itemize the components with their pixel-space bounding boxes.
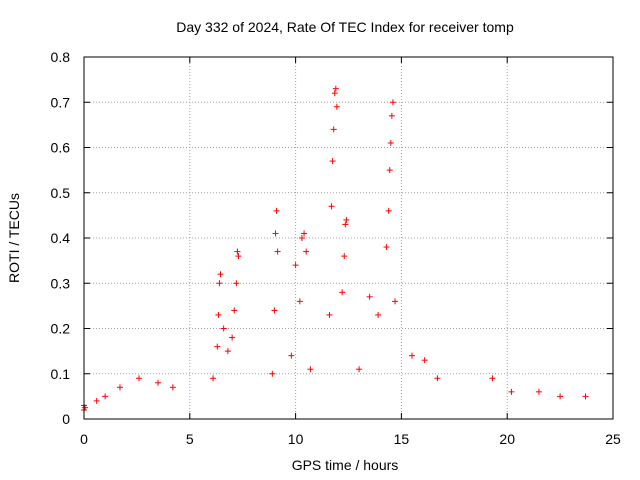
data-point: [385, 207, 392, 214]
data-point: [217, 271, 224, 278]
data-point: [341, 253, 348, 260]
data-point: [155, 379, 162, 386]
data-point: [292, 262, 299, 269]
data-point: [216, 280, 223, 287]
y-tick-label: 0.1: [51, 366, 71, 382]
x-tick-label: 5: [186, 431, 194, 447]
data-point: [388, 112, 395, 119]
data-point: [508, 388, 515, 395]
grid-lines: [84, 57, 613, 419]
chart-title: Day 332 of 2024, Rate Of TEC Index for r…: [176, 19, 514, 35]
data-point: [136, 375, 143, 382]
data-point: [274, 248, 281, 255]
data-point: [383, 244, 390, 251]
data-point: [233, 280, 240, 287]
data-point: [220, 325, 227, 332]
data-point: [224, 348, 231, 355]
y-tick-label: 0.2: [51, 321, 71, 337]
data-points: [81, 85, 589, 413]
y-axis-label: ROTI / TECUs: [6, 193, 22, 283]
data-point: [328, 203, 335, 210]
data-point: [339, 289, 346, 296]
data-point: [342, 221, 349, 228]
data-point: [229, 334, 236, 341]
y-tick-label: 0: [62, 411, 70, 427]
data-point: [234, 248, 241, 255]
data-point: [356, 366, 363, 373]
data-point: [307, 366, 314, 373]
data-point: [387, 139, 394, 146]
y-tick-label: 0.6: [51, 140, 71, 156]
data-point: [288, 352, 295, 359]
data-point: [331, 90, 338, 97]
data-point: [330, 126, 337, 133]
data-point: [231, 307, 238, 314]
data-point: [169, 384, 176, 391]
data-point: [366, 293, 373, 300]
data-point: [269, 370, 276, 377]
data-point: [102, 393, 109, 400]
data-point: [272, 230, 279, 237]
data-point: [434, 375, 441, 382]
data-point: [303, 248, 310, 255]
data-point: [93, 397, 100, 404]
y-tick-label: 0.3: [51, 275, 71, 291]
x-tick-label: 15: [394, 431, 410, 447]
data-point: [375, 311, 382, 318]
data-point: [214, 343, 221, 350]
data-point: [332, 85, 339, 92]
y-tick-label: 0.4: [51, 230, 71, 246]
x-axis-label: GPS time / hours: [292, 457, 399, 473]
data-point: [386, 167, 393, 174]
data-point: [333, 103, 340, 110]
data-point: [273, 207, 280, 214]
y-tick-label: 0.8: [51, 49, 71, 65]
data-point: [235, 253, 242, 260]
data-point: [408, 352, 415, 359]
x-tick-label: 0: [80, 431, 88, 447]
data-point: [116, 384, 123, 391]
x-tick-label: 10: [288, 431, 304, 447]
data-point: [343, 216, 350, 223]
y-tick-label: 0.5: [51, 185, 71, 201]
data-point: [82, 404, 89, 411]
data-point: [489, 375, 496, 382]
data-point: [326, 311, 333, 318]
data-point: [296, 298, 303, 305]
data-point: [215, 311, 222, 318]
data-point: [210, 375, 217, 382]
data-point: [329, 158, 336, 165]
x-tick-label: 25: [605, 431, 621, 447]
axis-ticks: 0 5 10 15 20 25 0 0.1 0.2 0.3 0.4 0.5 0.6 0.7 0.8: [51, 49, 621, 447]
data-point: [389, 99, 396, 106]
data-point: [421, 357, 428, 364]
data-point: [535, 388, 542, 395]
data-point: [301, 230, 308, 237]
data-point: [392, 298, 399, 305]
data-point: [271, 307, 278, 314]
data-point: [582, 393, 589, 400]
data-point: [298, 235, 305, 241]
y-tick-label: 0.7: [51, 94, 71, 110]
data-point: [557, 393, 564, 400]
x-tick-label: 20: [499, 431, 515, 447]
